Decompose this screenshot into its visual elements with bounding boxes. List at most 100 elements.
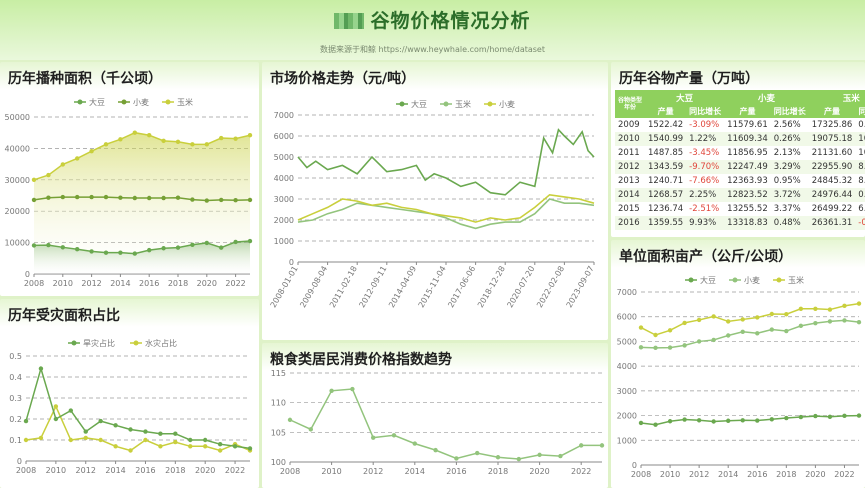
x-tick-label: 2008-01-01 — [269, 265, 300, 310]
data-point — [667, 419, 673, 424]
series-line — [33, 131, 251, 181]
data-point — [798, 306, 804, 312]
data-point — [827, 319, 833, 324]
data-point — [31, 177, 37, 182]
data-point — [161, 246, 166, 251]
data-point — [711, 419, 716, 424]
y-tick-label: 6000 — [274, 132, 294, 141]
data-point — [813, 320, 818, 326]
data-point — [128, 427, 133, 432]
legend-label: 水灾占比 — [145, 338, 177, 348]
data-source: 数据来源于和鲸 https://www.heywhale.com/home/da… — [320, 45, 545, 54]
table-cell: 10.78% — [858, 148, 865, 158]
data-point — [190, 197, 195, 202]
data-point — [653, 345, 658, 351]
data-point — [68, 408, 74, 413]
data-point — [147, 133, 152, 138]
data-point — [53, 404, 59, 409]
data-point — [98, 437, 103, 443]
data-point — [46, 242, 51, 248]
y-tick-label: 6000 — [617, 313, 637, 322]
data-point — [579, 443, 584, 448]
x-tick-label: 2008 — [631, 470, 651, 479]
data-point — [813, 413, 818, 419]
sub-header: 同比增长 — [770, 105, 809, 118]
data-point — [143, 437, 148, 443]
data-point — [161, 138, 166, 144]
y-tick-label: 0.5 — [9, 352, 22, 361]
x-tick-label: 2022 — [225, 466, 245, 475]
data-point — [217, 448, 223, 453]
x-tick-label: 2010 — [321, 467, 341, 476]
data-point — [740, 317, 745, 322]
table-corner: 谷物类型 年份 — [615, 90, 646, 118]
data-point — [516, 456, 521, 462]
data-point — [233, 198, 238, 203]
table-cell: 11579.61 — [727, 120, 768, 130]
table-row: 2009 1522.42 -3.09% 11579.61 2.56% 17325.86 0.… — [615, 118, 865, 132]
table-cell: -7.66% — [689, 176, 720, 186]
cpi-panel-title: 粮食类居民消费价格指数趋势 — [270, 352, 452, 368]
legend-label: 玉米 — [177, 97, 193, 107]
series-area — [34, 241, 250, 274]
table-row: 20101540.991.22%11609.340.26%19075.1810.… — [615, 132, 865, 146]
data-point — [89, 194, 94, 200]
x-tick-label: 2022-02-08 — [535, 265, 566, 310]
table-cell: 2015 — [618, 204, 640, 214]
data-point — [653, 422, 658, 427]
data-point — [83, 435, 88, 441]
y-tick-label: 50000 — [5, 113, 30, 122]
data-point — [495, 455, 501, 460]
y-tick-label: 2000 — [274, 216, 294, 225]
data-point — [798, 323, 804, 329]
data-point — [161, 195, 166, 201]
x-tick-label: 2022 — [834, 470, 854, 479]
data-point — [711, 337, 716, 343]
yield-panel-title: 单位面积亩产（公斤/公顷） — [619, 249, 793, 265]
data-point — [329, 388, 334, 393]
data-point — [175, 245, 181, 250]
data-point — [412, 441, 417, 446]
sub-header: 产量 — [724, 105, 771, 118]
table-cell: 3.29% — [770, 160, 809, 174]
legend-marker — [77, 99, 83, 105]
data-point — [219, 135, 224, 141]
x-tick-label: 2022 — [571, 467, 591, 476]
data-point — [433, 447, 438, 453]
x-tick-label: 2014-04-09 — [387, 265, 418, 310]
data-point — [638, 325, 644, 330]
y-tick-label: 20000 — [5, 207, 30, 216]
data-point — [475, 450, 480, 456]
data-point — [232, 444, 238, 449]
series-line — [25, 404, 251, 452]
data-point — [726, 418, 731, 423]
data-point — [247, 446, 253, 451]
y-tick-label: 0.4 — [9, 373, 22, 382]
table-cell: 0.48% — [770, 216, 809, 230]
data-point — [23, 437, 29, 443]
y-tick-label: 10000 — [5, 239, 30, 248]
series-area — [34, 132, 250, 274]
x-tick-label: 2015-11-04 — [417, 265, 448, 310]
table-cell: 2.13% — [773, 148, 801, 158]
data-point — [842, 318, 847, 323]
data-point — [68, 437, 74, 443]
data-point — [827, 307, 833, 312]
data-point — [682, 320, 687, 326]
legend-marker — [732, 277, 738, 283]
data-point — [31, 197, 37, 203]
area-panel: 历年播种面积（千公顷） 0 10000 20000 30000 40000 50000 20… — [0, 62, 259, 296]
table-row: 20141268.572.25%12823.523.72%24976.440.5… — [615, 188, 865, 202]
data-point — [158, 444, 163, 449]
series-line — [297, 128, 595, 196]
x-tick-label: 2008 — [24, 279, 44, 288]
data-point — [204, 198, 209, 203]
data-point — [740, 418, 745, 423]
table-cell: 12823.52 — [724, 188, 771, 202]
x-tick-label: 2020 — [195, 466, 215, 475]
table-cell: 1487.85 — [648, 148, 684, 158]
table-cell: -9.70% — [686, 160, 725, 174]
data-point — [638, 345, 644, 350]
legend-marker — [133, 340, 139, 346]
x-tick-label: 2023-09-07 — [565, 265, 596, 310]
